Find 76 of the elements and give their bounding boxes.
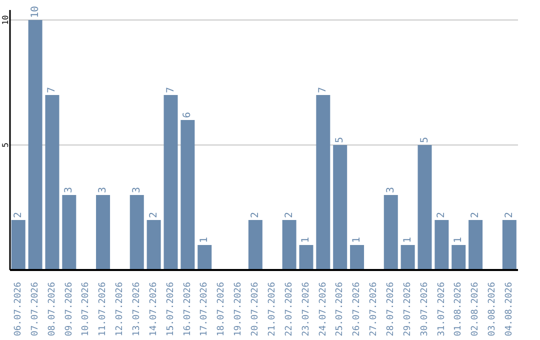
- bar: [198, 245, 212, 270]
- data-label: 2: [436, 212, 448, 218]
- bar: [96, 195, 110, 270]
- bar: [434, 220, 449, 270]
- x-tick-label: 10.07.2026: [81, 282, 92, 336]
- data-label: 1: [300, 236, 312, 243]
- bar: [350, 245, 364, 270]
- x-tick-label: 11.07.2026: [98, 282, 108, 336]
- data-label: 2: [504, 212, 515, 218]
- bar: [28, 20, 42, 270]
- data-label: 7: [165, 86, 176, 93]
- bar: [400, 245, 415, 270]
- x-tick-label: 31.07.2026: [436, 282, 447, 336]
- data-label: 1: [199, 236, 210, 243]
- data-label: 3: [98, 186, 109, 193]
- bar: [299, 245, 314, 270]
- x-tick-label: 18.07.2026: [216, 282, 227, 336]
- x-tick-label: 30.07.2026: [420, 282, 430, 336]
- x-tick-label: 13.07.2026: [132, 282, 142, 336]
- data-label: 5: [419, 136, 430, 143]
- x-tick-label: 06.07.2026: [13, 282, 24, 336]
- data-label: 10: [30, 6, 41, 18]
- data-label: 2: [470, 212, 482, 218]
- x-tick-label: 14.07.2026: [148, 282, 159, 336]
- x-tick-label: 02.08.2026: [470, 282, 481, 336]
- x-tick-label: 15.07.2026: [166, 282, 176, 336]
- x-tick-label: 25.07.2026: [335, 282, 346, 336]
- bar: [316, 95, 330, 270]
- x-tick-label: 16.07.2026: [182, 282, 193, 336]
- x-tick-label: 21.07.2026: [267, 282, 278, 336]
- data-label: 6: [182, 112, 194, 118]
- x-tick-label: 28.07.2026: [386, 282, 396, 336]
- data-label: 2: [284, 212, 295, 218]
- x-tick-label: 20.07.2026: [250, 282, 261, 336]
- x-tick-label: 03.08.2026: [488, 282, 498, 336]
- data-label: 2: [250, 212, 261, 218]
- data-label: 1: [453, 236, 464, 243]
- data-label: 3: [131, 186, 142, 193]
- data-label: 1: [352, 236, 363, 243]
- x-tick-label: 29.07.2026: [402, 282, 413, 336]
- data-label: 5: [334, 136, 346, 143]
- x-tick-label: 12.07.2026: [115, 282, 126, 336]
- x-tick-label: 01.08.2026: [454, 282, 464, 336]
- data-label: 1: [402, 236, 414, 243]
- bar: [164, 95, 178, 270]
- data-label: 2: [148, 212, 160, 218]
- bar: [282, 220, 296, 270]
- data-label: 2: [12, 212, 24, 218]
- bar: [452, 245, 466, 270]
- bar: [384, 195, 398, 270]
- x-tick-label: 23.07.2026: [301, 282, 312, 336]
- data-label: 3: [385, 186, 396, 193]
- data-label: 3: [64, 186, 75, 193]
- x-tick-label: 17.07.2026: [200, 282, 210, 336]
- bar: [11, 220, 26, 270]
- bar: [502, 220, 516, 270]
- bar: [130, 195, 144, 270]
- x-tick-label: 08.07.2026: [47, 282, 58, 336]
- x-tick-label: 09.07.2026: [64, 282, 74, 336]
- x-tick-label: 26.07.2026: [352, 282, 362, 336]
- bar: [418, 145, 432, 270]
- x-tick-label: 27.07.2026: [369, 282, 380, 336]
- bar: [146, 220, 161, 270]
- bar: [333, 145, 348, 270]
- x-tick-label: 22.07.2026: [284, 282, 294, 336]
- data-label: 7: [318, 86, 329, 93]
- bar: [180, 120, 195, 270]
- bar: [248, 220, 262, 270]
- x-tick-label: 19.07.2026: [234, 282, 244, 336]
- bar: [62, 195, 76, 270]
- data-label: 7: [46, 86, 58, 93]
- x-tick-label: 07.07.2026: [30, 282, 40, 336]
- x-tick-label: 24.07.2026: [318, 282, 328, 336]
- bar: [45, 95, 60, 270]
- bar: [468, 220, 483, 270]
- x-tick-label: 04.08.2026: [504, 282, 515, 336]
